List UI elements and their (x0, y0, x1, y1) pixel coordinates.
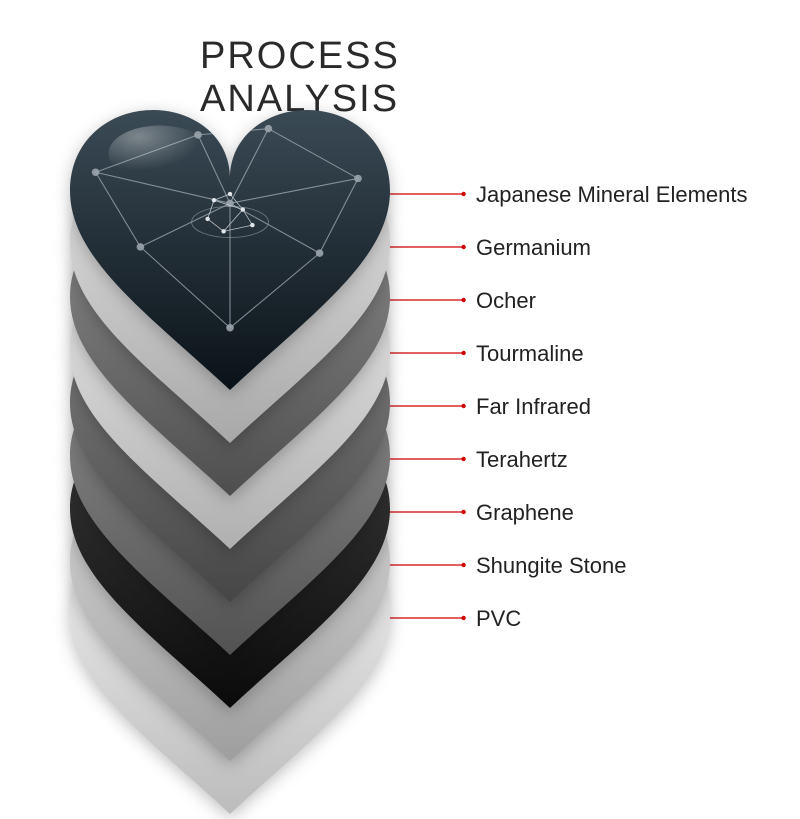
layer-label: Terahertz (476, 447, 568, 473)
layer-label: Far Infrared (476, 394, 591, 420)
label-row-3: Tourmaline (410, 341, 512, 365)
heart-layer-0 (70, 110, 390, 390)
label-row-1: Germanium (410, 235, 512, 259)
label-row-4: Far Infrared (410, 394, 512, 418)
layer-label: Japanese Mineral Elements (476, 182, 747, 208)
page-title: PROCESS ANALYSIS (200, 35, 600, 121)
label-row-0: Japanese Mineral Elements (410, 182, 512, 206)
heart-stack (70, 110, 390, 750)
label-row-6: Graphene (410, 500, 512, 524)
layer-label: Shungite Stone (476, 553, 626, 579)
label-row-7: Shungite Stone (410, 553, 512, 577)
label-row-2: Ocher (410, 288, 512, 312)
layer-label: Germanium (476, 235, 591, 261)
layer-label: Tourmaline (476, 341, 584, 367)
label-row-5: Terahertz (410, 447, 512, 471)
layer-label: PVC (476, 606, 521, 632)
label-row-8: PVC (410, 606, 512, 630)
layer-label: Graphene (476, 500, 574, 526)
layer-label: Ocher (476, 288, 536, 314)
